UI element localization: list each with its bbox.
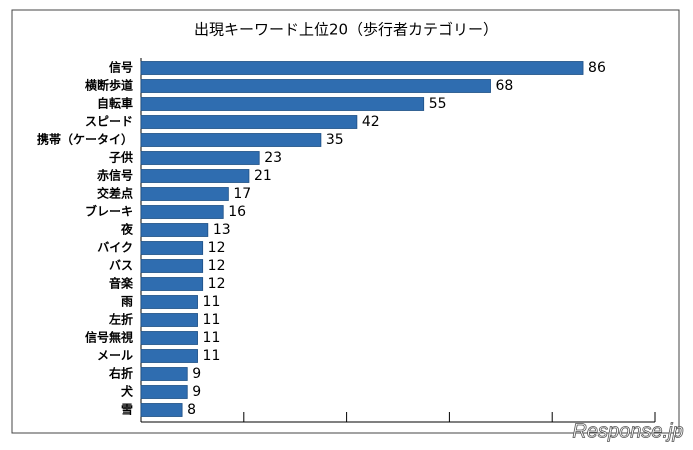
- value-label: 13: [213, 222, 231, 238]
- category-label: 信号: [109, 60, 133, 75]
- value-label: 16: [228, 204, 246, 220]
- category-label: 赤信号: [97, 168, 133, 183]
- category-label: 交差点: [97, 186, 133, 201]
- bar: [140, 241, 204, 255]
- bar: [140, 385, 188, 399]
- category-label: 犬: [121, 384, 134, 399]
- value-label: 12: [208, 258, 226, 274]
- bar: [140, 367, 188, 381]
- value-label: 23: [264, 150, 282, 166]
- category-label: 子供: [109, 150, 133, 165]
- category-label: 右折: [108, 366, 133, 381]
- value-label: 11: [203, 294, 221, 310]
- category-label: 自転車: [97, 96, 133, 111]
- bar: [140, 61, 584, 75]
- watermark: Response.jp: [572, 420, 683, 442]
- value-label: 55: [429, 96, 447, 112]
- category-label: 左折: [108, 312, 133, 327]
- category-label: メール: [97, 349, 133, 363]
- category-label: ブレーキ: [85, 204, 133, 219]
- bar: [140, 151, 260, 165]
- category-label: バイク: [97, 241, 133, 255]
- bar: [140, 277, 204, 291]
- category-label: 音楽: [109, 276, 134, 291]
- bar: [140, 223, 209, 237]
- bar: [140, 313, 198, 327]
- value-label: 12: [208, 276, 226, 292]
- bar: [140, 349, 198, 363]
- value-label: 9: [192, 366, 201, 382]
- value-label: 11: [203, 348, 221, 364]
- category-label: 雪: [121, 403, 133, 417]
- bar: [140, 295, 198, 309]
- value-label: 11: [203, 330, 221, 346]
- bar: [140, 115, 358, 129]
- bar: [140, 97, 425, 111]
- value-label: 42: [362, 114, 380, 130]
- value-label: 17: [233, 186, 251, 202]
- value-label: 8: [187, 402, 196, 418]
- category-label: 夜: [120, 222, 134, 237]
- bar: [140, 259, 204, 273]
- value-label: 11: [203, 312, 221, 328]
- bar: [140, 331, 198, 345]
- value-label: 21: [254, 168, 272, 184]
- category-label: バス: [109, 259, 133, 273]
- value-label: 86: [588, 60, 606, 76]
- value-label: 35: [326, 132, 344, 148]
- bar: [140, 133, 322, 147]
- bar: [140, 79, 491, 93]
- chart-title: 出現キーワード上位20（歩行者カテゴリー）: [194, 21, 498, 39]
- category-label: 雨: [121, 295, 133, 309]
- category-label: 信号無視: [85, 330, 133, 345]
- category-label: 携帯（ケータイ）: [37, 132, 133, 147]
- value-label: 68: [496, 78, 514, 94]
- value-label: 9: [192, 384, 201, 400]
- category-label: 横断歩道: [85, 78, 133, 93]
- category-label: スピード: [85, 115, 133, 129]
- bar: [140, 169, 250, 183]
- bar: [140, 403, 183, 417]
- bar: [140, 187, 229, 201]
- value-label: 12: [208, 240, 226, 256]
- bar: [140, 205, 224, 219]
- frame: [11, 9, 680, 434]
